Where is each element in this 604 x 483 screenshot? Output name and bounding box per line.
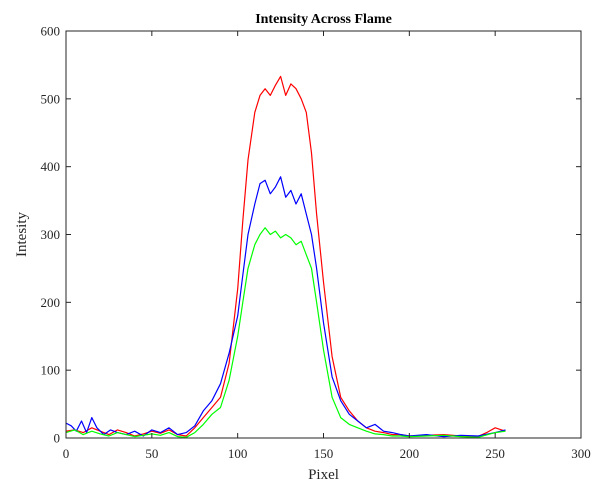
series-line-0	[65, 75, 506, 438]
y-tick-label: 600	[41, 24, 61, 39]
series-line-2	[65, 227, 506, 438]
tick-layer: 0 50 100 150 200 250 300 0 100 200 300 400 500 600	[41, 24, 591, 462]
x-tick-label: 300	[571, 446, 591, 461]
y-tick-label: 100	[41, 363, 61, 378]
y-tick-label: 200	[41, 295, 61, 310]
x-tick-label: 50	[145, 446, 158, 461]
chart-title: Intensity Across Flame	[255, 12, 392, 27]
x-tick-label: 250	[485, 446, 505, 461]
x-axis-label: Pixel	[308, 467, 339, 483]
series-layer	[65, 75, 506, 438]
y-tick-label: 0	[54, 431, 61, 446]
plot-area	[66, 31, 581, 438]
y-tick-label: 400	[41, 159, 61, 174]
x-tick-label: 0	[63, 446, 70, 461]
y-axis-label: Intesity	[14, 212, 30, 257]
x-tick-label: 150	[314, 446, 334, 461]
y-tick-label: 300	[41, 227, 61, 242]
x-tick-label: 100	[228, 446, 248, 461]
y-tick-label: 500	[41, 91, 61, 106]
x-tick-label: 200	[400, 446, 420, 461]
